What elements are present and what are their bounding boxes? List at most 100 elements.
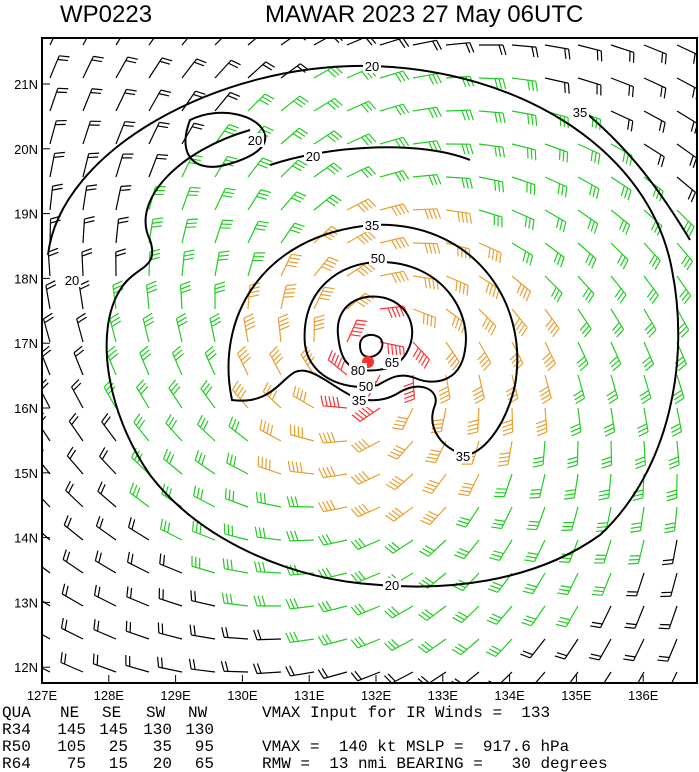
barb-flag xyxy=(351,330,363,334)
barb-flag xyxy=(558,588,570,592)
barb-flag xyxy=(329,164,339,173)
barb-flag xyxy=(590,150,594,162)
wind-barb xyxy=(346,166,377,179)
wind-barb xyxy=(45,280,57,310)
wind-barb xyxy=(214,250,230,277)
table-cell: 20 xyxy=(153,755,172,772)
barb-flag xyxy=(230,559,233,571)
barb-flag xyxy=(33,585,36,595)
barb-flag xyxy=(196,58,207,64)
wind-barb xyxy=(125,620,150,640)
wind-barb xyxy=(511,77,539,92)
barb-flag xyxy=(254,561,258,572)
barb-flag xyxy=(627,562,639,565)
barb-flag xyxy=(559,616,571,621)
barb-flag xyxy=(474,397,485,405)
wind-barb xyxy=(115,216,129,244)
barb-flag xyxy=(481,317,488,327)
barb-flag xyxy=(449,358,458,368)
wind-barb xyxy=(33,585,51,607)
wind-barb xyxy=(221,626,249,640)
wind-barb xyxy=(379,341,406,358)
wind-barb xyxy=(497,440,513,467)
barb-flag xyxy=(665,522,676,526)
wind-barb xyxy=(82,38,88,46)
barb-flag xyxy=(330,352,336,363)
barb-flag xyxy=(417,678,425,683)
barb-flag xyxy=(66,517,72,528)
barb-flag xyxy=(296,98,306,106)
barb-flag xyxy=(279,325,290,331)
barb-flag xyxy=(278,313,289,319)
barb-flag xyxy=(681,292,689,301)
lon-label: 135E xyxy=(561,688,592,703)
barb-flag xyxy=(97,586,101,598)
wind-barb xyxy=(226,452,249,475)
wind-barb xyxy=(350,636,381,649)
wind-barb xyxy=(247,38,272,46)
barb-flag xyxy=(87,156,99,159)
barb-flag xyxy=(358,440,367,449)
wind-barb xyxy=(384,506,414,522)
lat-label: 21N xyxy=(14,77,38,92)
wind-barb xyxy=(109,312,122,343)
wind-barb xyxy=(159,553,183,574)
barb-flag xyxy=(428,510,439,517)
barb-shaft xyxy=(115,186,122,211)
wind-barb xyxy=(313,314,325,343)
wind-barb xyxy=(286,530,315,542)
barb-flag xyxy=(221,626,225,638)
barb-flag xyxy=(211,320,222,327)
barb-flag xyxy=(192,520,195,532)
wind-barb xyxy=(350,570,381,583)
wind-barb xyxy=(491,506,513,530)
barb-flag xyxy=(432,74,438,85)
barb-flag xyxy=(228,416,234,427)
barb-flag xyxy=(461,486,473,489)
barb-flag xyxy=(522,650,533,656)
table-cell: R50 xyxy=(2,738,31,756)
wind-barb xyxy=(454,539,480,560)
wind-barb xyxy=(445,308,466,334)
wind-barb xyxy=(350,670,381,682)
barb-flag xyxy=(634,456,646,462)
wind-barb xyxy=(262,382,282,409)
barb-flag xyxy=(214,281,226,286)
wind-barb xyxy=(637,407,649,437)
barb-flag xyxy=(46,284,57,290)
contour-80 xyxy=(358,333,384,359)
wind-barb xyxy=(502,407,514,436)
barb-shaft xyxy=(66,455,84,475)
wind-barb xyxy=(81,248,93,277)
barb-flag xyxy=(278,321,290,327)
barb-flag xyxy=(418,613,428,621)
wind-barb xyxy=(417,638,447,654)
barb-flag xyxy=(326,466,332,477)
barb-flag xyxy=(298,127,309,135)
lat-label: 18N xyxy=(14,271,38,286)
barb-flag xyxy=(452,616,462,624)
barb-flag xyxy=(228,62,239,69)
wind-barb xyxy=(664,506,678,534)
barb-flag xyxy=(321,634,329,645)
barb-flag xyxy=(662,562,673,566)
wind-barb xyxy=(320,395,348,409)
wind-barb xyxy=(97,481,117,508)
barb-flag xyxy=(387,543,397,552)
barb-flag xyxy=(676,359,686,368)
wind-barb xyxy=(379,70,410,83)
barb-shaft xyxy=(42,633,51,640)
barb-flag xyxy=(193,485,197,497)
wind-barb xyxy=(189,624,216,640)
barb-flag xyxy=(412,347,420,358)
wind-barb xyxy=(253,629,282,641)
barb-flag xyxy=(547,363,556,372)
wind-barb xyxy=(379,236,410,250)
barb-flag xyxy=(92,653,95,664)
wind-barb xyxy=(181,58,207,79)
barb-flag xyxy=(502,423,513,428)
barb-flag xyxy=(391,273,398,284)
wind-barb xyxy=(286,496,315,508)
wind-barb xyxy=(544,143,569,163)
barb-flag xyxy=(575,397,585,405)
